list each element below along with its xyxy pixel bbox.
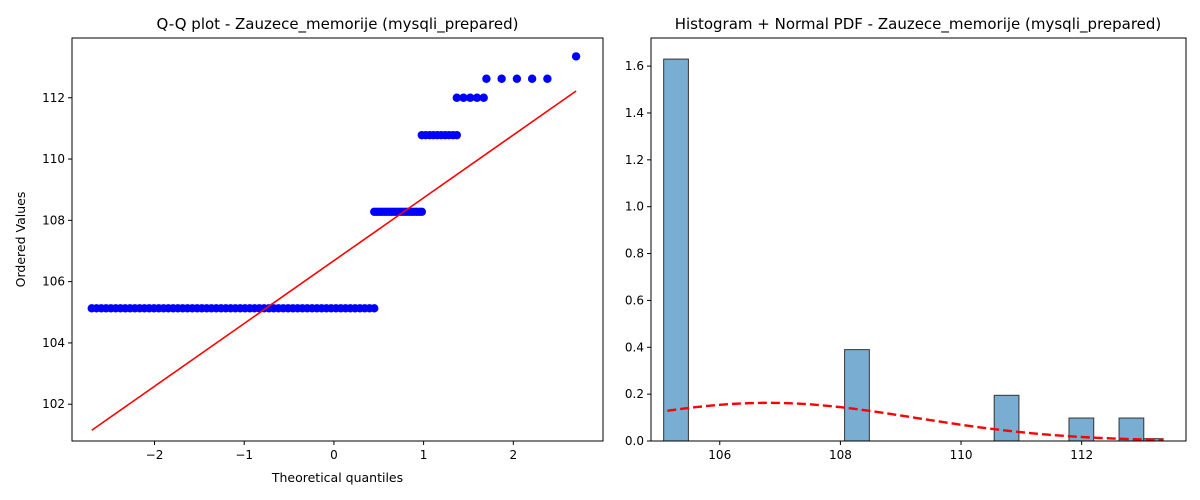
histogram-plot: Histogram + Normal PDF - Zauzece_memorij… (625, 15, 1187, 462)
histogram-y-tick-label: 1.0 (625, 200, 644, 214)
qq-x-tick-label: 2 (509, 448, 517, 462)
qq-point (472, 93, 482, 102)
qq-point (452, 130, 461, 140)
histogram-ticks: 106 108 110 112 0.0 0.2 0.4 0.6 0.8 1.0 1.2 1.4 1.6 (625, 59, 1093, 462)
qq-point (417, 207, 427, 216)
qq-point (543, 74, 552, 83)
qq-plot-ticks: −2 −1 0 1 2 102 104 106 108 110 112 (42, 91, 517, 462)
histogram-plot-area (663, 58, 1164, 442)
histogram-y-tick-label: 0.8 (625, 247, 644, 261)
qq-plot-x-axis-label: Theoretical quantiles (271, 470, 403, 485)
qq-y-tick-label: 102 (42, 397, 65, 411)
histogram-y-tick-label: 1.4 (625, 106, 644, 120)
qq-x-tick-label: −1 (235, 448, 253, 462)
histogram-bar (663, 58, 689, 442)
histogram-x-tick-label: 112 (1070, 448, 1093, 462)
histogram-y-tick-label: 0.0 (625, 434, 644, 448)
qq-plot-title: Q-Q plot - Zauzece_memorije (mysqli_prep… (157, 15, 519, 34)
qq-plot-y-axis-label: Ordered Values (13, 192, 28, 288)
histogram-x-tick-label: 108 (829, 448, 852, 462)
qq-point (571, 52, 581, 61)
histogram-x-tick-label: 110 (950, 448, 973, 462)
histogram-y-tick-label: 1.2 (625, 153, 644, 167)
histogram-bar (844, 349, 870, 442)
qq-y-tick-label: 108 (42, 213, 65, 227)
qq-fit-line (91, 90, 577, 431)
histogram-y-tick-label: 0.2 (625, 387, 644, 401)
qq-y-tick-label: 106 (42, 275, 65, 289)
histogram-bar (1118, 417, 1145, 442)
histogram-y-tick-label: 0.6 (625, 293, 644, 307)
qq-plot: Q-Q plot - Zauzece_memorije (mysqli_prep… (13, 15, 604, 485)
histogram-title: Histogram + Normal PDF - Zauzece_memorij… (675, 15, 1162, 34)
histogram-y-tick-label: 0.4 (625, 340, 644, 354)
qq-plot-area (87, 52, 581, 431)
qq-x-tick-label: 0 (330, 448, 338, 462)
qq-point (459, 93, 468, 102)
qq-y-tick-label: 110 (42, 152, 65, 166)
qq-point (527, 74, 537, 83)
histogram-y-tick-label: 1.6 (625, 59, 644, 73)
qq-point (370, 304, 379, 313)
qq-y-tick-label: 104 (42, 336, 65, 350)
qq-point (479, 93, 488, 102)
qq-point (512, 74, 522, 83)
qq-point (482, 74, 491, 83)
normal-pdf-curve (667, 401, 1164, 442)
histogram-bar (993, 394, 1020, 442)
histogram-x-tick-label: 106 (708, 448, 731, 462)
qq-plot-frame (71, 37, 604, 442)
qq-y-tick-label: 112 (42, 91, 65, 105)
qq-x-tick-label: −2 (146, 448, 164, 462)
qq-point (452, 93, 461, 102)
qq-x-tick-label: 1 (420, 448, 428, 462)
qq-point (497, 74, 506, 83)
qq-point (466, 93, 475, 102)
histogram-frame (650, 37, 1187, 442)
